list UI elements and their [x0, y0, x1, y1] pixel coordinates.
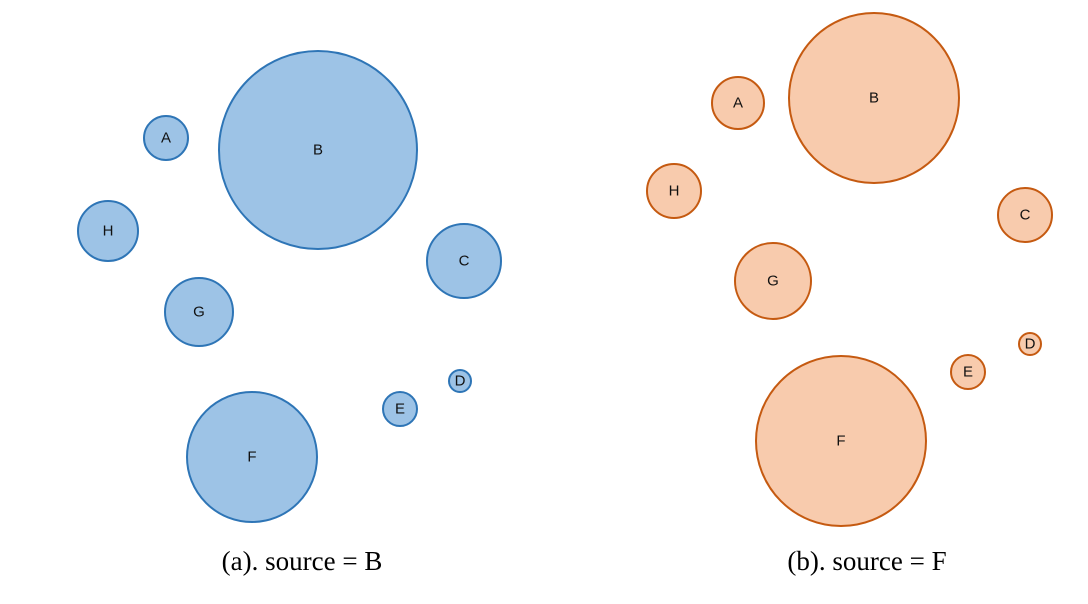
node-b-a: B — [218, 50, 418, 250]
caption-a: (a). source = B — [222, 546, 383, 576]
node-d-b: D — [1018, 332, 1042, 356]
node-label: H — [103, 223, 114, 240]
node-g-b: G — [734, 242, 812, 320]
node-circle — [997, 187, 1053, 243]
caption-b: (b). source = F — [787, 546, 946, 576]
node-a-b: A — [711, 76, 765, 130]
node-g-a: G — [164, 277, 234, 347]
node-circle — [950, 354, 986, 390]
node-label: D — [1025, 336, 1036, 353]
node-circle — [448, 369, 472, 393]
node-h-a: H — [77, 200, 139, 262]
node-circle — [186, 391, 318, 523]
node-h-b: H — [646, 163, 702, 219]
node-label: A — [161, 130, 171, 147]
node-e-b: E — [950, 354, 986, 390]
node-label: C — [459, 253, 470, 270]
node-label: G — [767, 273, 779, 290]
node-label: C — [1020, 207, 1031, 224]
node-circle — [646, 163, 702, 219]
node-circle — [734, 242, 812, 320]
node-circle — [143, 115, 189, 161]
node-f-a: F — [186, 391, 318, 523]
node-label: G — [193, 304, 205, 321]
panel-a: A B C D E F G H — [77, 50, 502, 523]
node-label: E — [395, 401, 405, 418]
node-label: B — [869, 90, 879, 107]
node-d-a: D — [448, 369, 472, 393]
node-label: A — [733, 95, 743, 112]
node-label: F — [836, 433, 845, 450]
node-label: H — [669, 183, 680, 200]
node-label: D — [455, 373, 466, 390]
node-circle — [77, 200, 139, 262]
node-circle — [788, 12, 960, 184]
node-c-b: C — [997, 187, 1053, 243]
node-label: B — [313, 142, 323, 159]
node-circle — [382, 391, 418, 427]
node-label: F — [247, 449, 256, 466]
node-circle — [1018, 332, 1042, 356]
node-e-a: E — [382, 391, 418, 427]
node-f-b: F — [755, 355, 927, 527]
node-label: E — [963, 364, 973, 381]
panel-b: A B C D E F G H — [646, 12, 1053, 527]
node-circle — [164, 277, 234, 347]
node-circle — [218, 50, 418, 250]
node-circle — [755, 355, 927, 527]
node-a-a: A — [143, 115, 189, 161]
node-circle — [426, 223, 502, 299]
node-c-a: C — [426, 223, 502, 299]
node-circle — [711, 76, 765, 130]
node-b-b: B — [788, 12, 960, 184]
